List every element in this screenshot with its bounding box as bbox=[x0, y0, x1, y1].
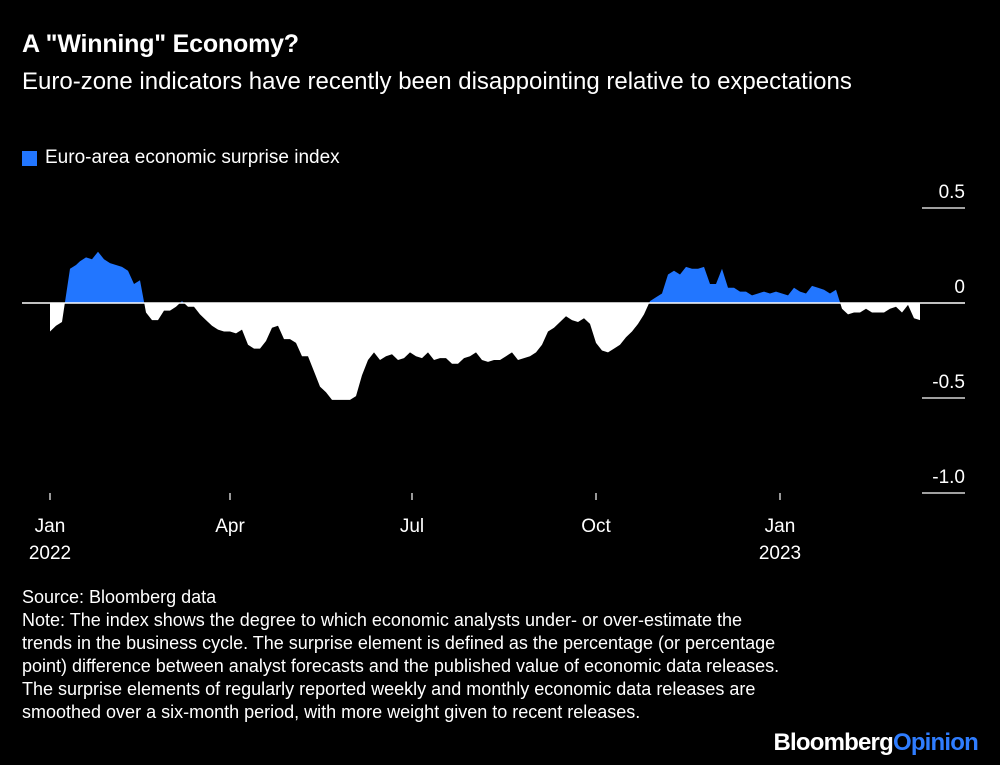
chart-subtitle: Euro-zone indicators have recently been … bbox=[22, 68, 852, 95]
x-tick-label-3: Oct bbox=[581, 516, 611, 537]
negative-area-2 bbox=[184, 303, 650, 400]
positive-area-2 bbox=[649, 266, 841, 303]
x-tick-label-1: Apr bbox=[215, 516, 245, 537]
y-tick-label-3: -1.0 bbox=[932, 467, 965, 488]
x-tick-label-0: Jan bbox=[35, 516, 66, 537]
brand-opinion: Opinion bbox=[892, 729, 979, 756]
x-tick-label-4: Jan bbox=[765, 516, 796, 537]
brand-bloomberg: Bloomberg bbox=[773, 729, 893, 756]
source-line: Source: Bloomberg data bbox=[22, 587, 217, 607]
chart-title: A "Winning" Economy? bbox=[22, 30, 299, 58]
negative-area-3 bbox=[840, 303, 920, 321]
x-tick-year-4: 2023 bbox=[759, 543, 801, 564]
negative-area-0 bbox=[50, 303, 65, 332]
x-tick-year-0: 2022 bbox=[29, 543, 71, 564]
legend-label: Euro-area economic surprise index bbox=[45, 147, 340, 168]
y-tick-label-0: 0.5 bbox=[939, 182, 965, 203]
legend-swatch bbox=[22, 150, 37, 166]
negative-area-1 bbox=[144, 303, 180, 321]
legend: Euro-area economic surprise index bbox=[22, 147, 340, 169]
positive-area-0 bbox=[64, 251, 145, 303]
x-tick-label-2: Jul bbox=[400, 516, 424, 537]
y-tick-label-1: 0 bbox=[954, 277, 965, 298]
source-note: Source: Bloomberg data Note: The index s… bbox=[22, 586, 782, 724]
note-text: Note: The index shows the degree to whic… bbox=[22, 610, 780, 722]
y-tick-label-2: -0.5 bbox=[932, 372, 965, 393]
bloomberg-opinion-logo: BloombergOpinion bbox=[773, 729, 978, 757]
